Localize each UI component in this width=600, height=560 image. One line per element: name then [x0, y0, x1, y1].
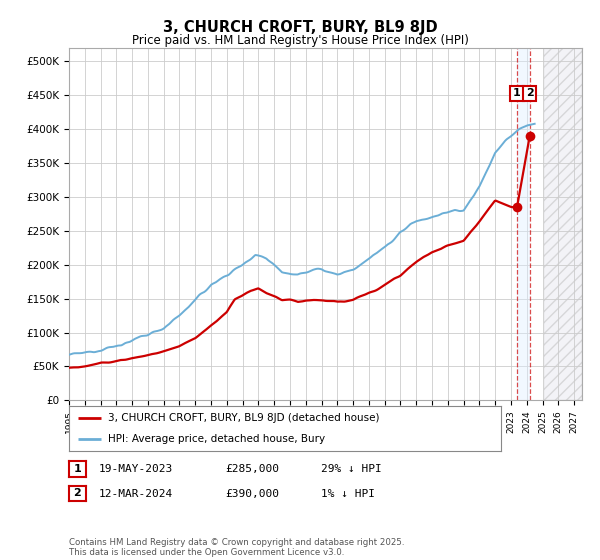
Text: HPI: Average price, detached house, Bury: HPI: Average price, detached house, Bury	[108, 433, 325, 444]
Text: 12-MAR-2024: 12-MAR-2024	[99, 489, 173, 499]
Text: 1% ↓ HPI: 1% ↓ HPI	[321, 489, 375, 499]
Text: 3, CHURCH CROFT, BURY, BL9 8JD (detached house): 3, CHURCH CROFT, BURY, BL9 8JD (detached…	[108, 413, 379, 423]
Text: Price paid vs. HM Land Registry's House Price Index (HPI): Price paid vs. HM Land Registry's House …	[131, 34, 469, 46]
Text: 1: 1	[74, 464, 81, 474]
Text: 1: 1	[513, 88, 521, 99]
Text: 19-MAY-2023: 19-MAY-2023	[99, 464, 173, 474]
Text: 2: 2	[74, 488, 81, 498]
Text: £285,000: £285,000	[225, 464, 279, 474]
Text: Contains HM Land Registry data © Crown copyright and database right 2025.
This d: Contains HM Land Registry data © Crown c…	[69, 538, 404, 557]
Text: 3, CHURCH CROFT, BURY, BL9 8JD: 3, CHURCH CROFT, BURY, BL9 8JD	[163, 20, 437, 35]
Text: 2: 2	[526, 88, 533, 99]
Text: 29% ↓ HPI: 29% ↓ HPI	[321, 464, 382, 474]
Text: £390,000: £390,000	[225, 489, 279, 499]
